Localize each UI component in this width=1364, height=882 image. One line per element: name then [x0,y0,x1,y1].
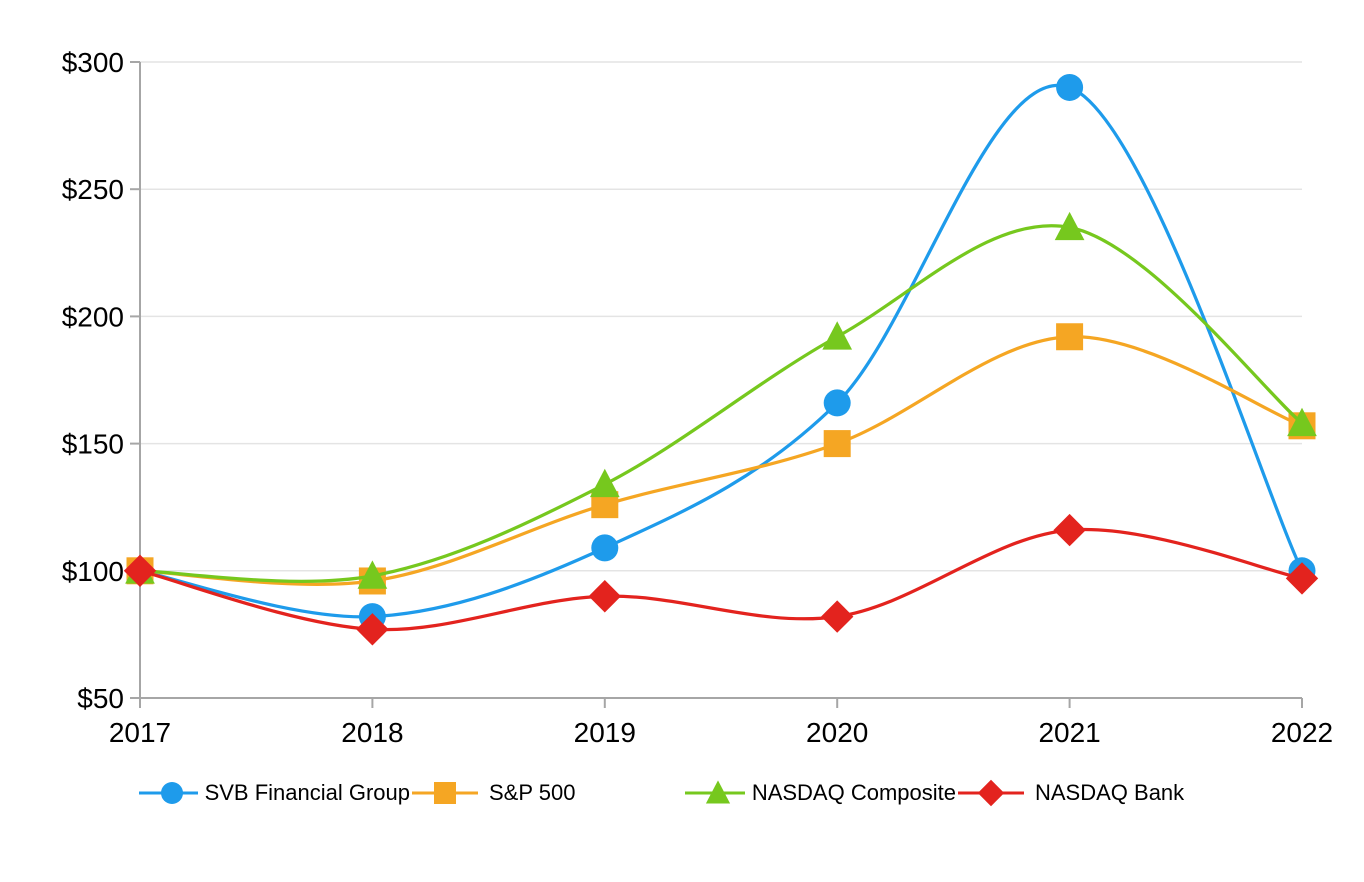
legend-item-nasdaq-bank: NASDAQ Bank [956,771,1229,815]
series-line-svb-financial-group [138,83,1304,619]
y-tick-label: $300 [62,47,124,78]
legend-item-nasdaq-composite: NASDAQ Composite [683,771,956,815]
data-point-diamond-marker [1285,562,1319,595]
data-point-square-marker [1056,323,1084,351]
x-tick-label: 2020 [806,717,868,748]
legend-marker-shape [977,779,1005,807]
data-point-circle-marker [823,389,851,417]
data-point-square-marker [823,430,851,458]
data-point-diamond-marker [588,580,621,613]
legend-marker-shape [434,782,456,804]
data-point-triangle-marker [1054,211,1085,241]
data-point-triangle-marker [589,468,620,498]
legend-label: NASDAQ Composite [751,780,956,805]
y-tick-label: $250 [62,174,124,205]
data-point-triangle-marker [1287,407,1317,437]
legend-marker-shape [705,780,731,804]
series-line-nasdaq-bank [138,527,1304,632]
legend-triangle-marker-icon [685,780,745,804]
series-line-s-p-500 [138,335,1304,586]
legend-marker-shape [161,782,183,804]
legend-label: NASDAQ Bank [1035,780,1185,805]
legend-item-s-p-500: S&P 500 [410,771,683,815]
y-tick-label: $50 [77,683,124,714]
x-tick-label: 2022 [1271,717,1333,748]
x-tick-label: 2019 [574,717,636,748]
legend-diamond-marker-icon [958,779,1024,807]
data-point-circle-marker [591,534,619,562]
data-point-diamond-marker [1053,513,1086,547]
data-point-diamond-marker [123,554,157,587]
legend-circle-marker-icon [139,782,198,804]
x-tick-label: 2018 [341,717,403,748]
y-tick-label: $100 [62,556,124,587]
data-point-triangle-marker [357,560,388,589]
legend-item-svb-financial-group: SVB Financial Group [137,771,410,815]
data-point-triangle-marker [822,321,853,350]
series-line-nasdaq-composite [138,224,1304,583]
legend-square-marker-icon [412,782,478,804]
legend-label: SVB Financial Group [204,780,410,805]
data-point-circle-marker [1056,73,1084,101]
legend-label: S&P 500 [489,780,576,805]
chart-legend: SVB Financial Group S&P 500 NASDAQ Composi… [137,771,1229,815]
data-point-diamond-marker [356,613,389,646]
y-tick-label: $150 [62,429,124,460]
x-tick-label: 2021 [1038,717,1100,748]
x-tick-label: 2017 [109,717,171,748]
y-tick-label: $200 [62,301,124,332]
data-point-diamond-marker [821,600,854,633]
